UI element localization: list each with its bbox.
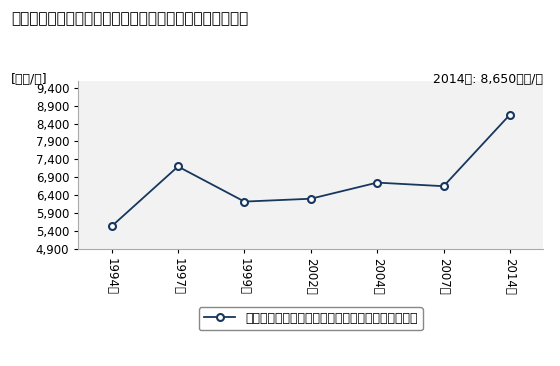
Text: 2014年: 8,650万円/人: 2014年: 8,650万円/人 [433,73,543,86]
その他の卸売業の従業者一人当たり年間商品販売額 [241,199,248,204]
その他の卸売業の従業者一人当たり年間商品販売額 [440,184,447,188]
その他の卸売業の従業者一人当たり年間商品販売額 [374,180,381,185]
その他の卸売業の従業者一人当たり年間商品販売額 [175,164,181,169]
その他の卸売業の従業者一人当たり年間商品販売額 [307,197,314,201]
Text: その他の卸売業の従業者一人当たり年間商品販売額の推移: その他の卸売業の従業者一人当たり年間商品販売額の推移 [11,11,249,26]
その他の卸売業の従業者一人当たり年間商品販売額 [108,224,115,228]
Legend: その他の卸売業の従業者一人当たり年間商品販売額: その他の卸売業の従業者一人当たり年間商品販売額 [199,307,423,330]
Line: その他の卸売業の従業者一人当たり年間商品販売額: その他の卸売業の従業者一人当たり年間商品販売額 [108,111,514,230]
その他の卸売業の従業者一人当たり年間商品販売額 [507,112,514,117]
Text: [万円/人]: [万円/人] [11,73,48,86]
